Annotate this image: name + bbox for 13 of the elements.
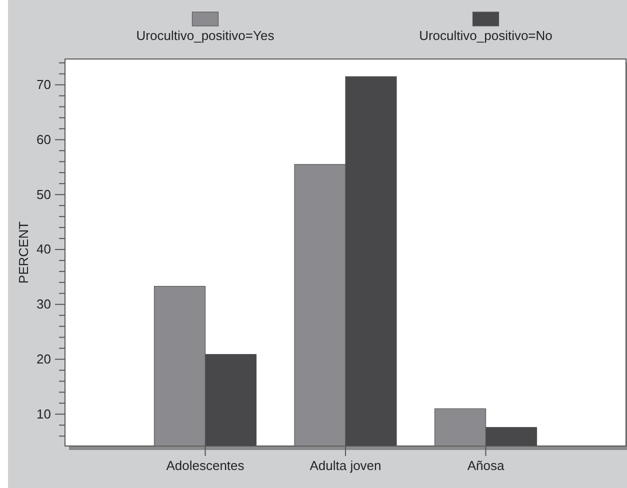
y-tick-label: 70: [36, 76, 51, 92]
legend-label: Urocultivo_positivo=Yes: [136, 28, 275, 43]
x-tick-label: Adolescentes: [166, 458, 245, 473]
y-tick-label: 50: [36, 186, 51, 202]
y-tick-label: 30: [36, 296, 51, 312]
x-tick-label: Añosa: [467, 458, 505, 473]
y-tick-label: 40: [36, 242, 51, 257]
x-tick-label: Adulta joven: [310, 458, 382, 473]
y-tick-label: 60: [36, 132, 51, 147]
y-tick-label: 10: [36, 406, 51, 422]
y-axis-title: PERCENT: [16, 221, 31, 284]
legend-label: Urocultivo_positivo=No: [419, 28, 552, 43]
y-tick-label: 20: [36, 351, 51, 366]
